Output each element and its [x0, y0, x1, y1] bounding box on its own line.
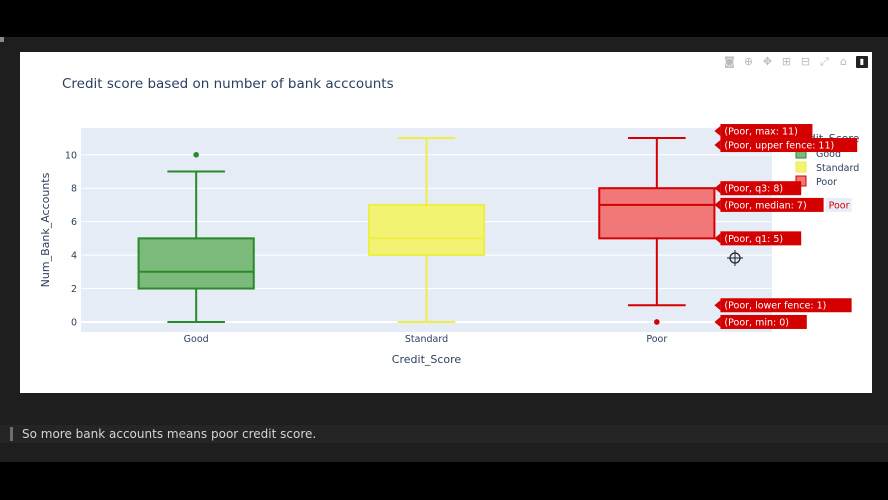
- y-tick-label: 10: [65, 150, 77, 161]
- hover-label: (Poor, min: 0): [724, 317, 789, 328]
- markdown-cell-indicator: [10, 427, 13, 441]
- footer-band: [0, 443, 888, 462]
- pan-icon[interactable]: ✥: [762, 55, 773, 68]
- box-poor: [598, 187, 716, 240]
- hover-label-box: [720, 181, 802, 196]
- y-tick-label: 0: [71, 317, 77, 328]
- hover-trace-name-box: [825, 197, 852, 212]
- zoom-out-icon[interactable]: ⊟: [800, 55, 811, 68]
- x-tick-label: Poor: [646, 334, 667, 345]
- hover-label-box: [720, 197, 824, 212]
- legend-label: Good: [816, 149, 841, 160]
- hover-pointer: [714, 300, 721, 311]
- x-axis-label: Credit_Score: [392, 353, 462, 366]
- y-tick-label: 2: [71, 284, 77, 295]
- hover-pointer: [714, 183, 721, 194]
- hover-label-box: [720, 298, 852, 313]
- y-tick-label: 6: [71, 217, 77, 228]
- top-bar: [0, 0, 888, 37]
- plot-modebar: ◙ ⊕ ✥ ⊞ ⊟ ⤢ ⌂ ▮: [723, 55, 868, 68]
- hover-label-box: [720, 314, 807, 329]
- autoscale-icon[interactable]: ⤢: [820, 55, 829, 68]
- camera-icon[interactable]: ◙: [724, 55, 735, 68]
- hover-label: (Poor, upper fence: 11): [724, 141, 834, 152]
- legend-swatch-standard: [795, 161, 807, 173]
- plot-panel[interactable]: Credit score based on number of bank acc…: [20, 52, 872, 393]
- markdown-text: So more bank accounts means poor credit …: [22, 427, 317, 441]
- outlier-point: [654, 319, 660, 325]
- box-plot[interactable]: 0 2 4 6 8 10 Good Standard Poor Credit_Score Num_B…: [20, 52, 872, 393]
- y-axis-label: Num_Bank_Accounts: [39, 172, 52, 287]
- x-tick-label: Standard: [405, 334, 448, 345]
- hover-label: (Poor, q3: 8): [724, 184, 783, 195]
- hover-pointer: [714, 233, 721, 244]
- markdown-cell: [0, 425, 888, 443]
- legend-label: Standard: [816, 163, 859, 174]
- y-tick-label: 8: [71, 184, 77, 195]
- hover-label-box: [720, 231, 802, 246]
- zoom-icon[interactable]: ⊕: [743, 55, 754, 68]
- plotly-logo-icon[interactable]: ▮: [856, 55, 868, 68]
- box-standard: [367, 203, 486, 257]
- home-icon[interactable]: ⌂: [840, 55, 847, 68]
- hover-label: (Poor, median: 7): [724, 200, 806, 211]
- hover-pointer: [714, 126, 721, 137]
- hover-label: (Poor, q1: 5): [724, 234, 783, 245]
- hover-label-box: [720, 124, 813, 139]
- hover-label-box: [720, 138, 858, 153]
- box-good: [137, 237, 255, 290]
- hover-trace-name: Poor: [829, 200, 850, 211]
- hover-pointer: [714, 199, 721, 210]
- x-tick-label: Good: [184, 334, 209, 345]
- cell-corner-marker: [0, 37, 4, 42]
- outlier-point: [193, 151, 199, 158]
- chart-title: Credit score based on number of bank acc…: [62, 76, 394, 92]
- y-tick-label: 4: [71, 251, 77, 262]
- hover-pointer: [714, 316, 721, 327]
- legend-label: Poor: [816, 177, 837, 188]
- zoom-in-icon[interactable]: ⊞: [781, 55, 792, 68]
- hover-label: (Poor, lower fence: 1): [724, 301, 826, 312]
- hover-pointer: [714, 140, 721, 151]
- hover-label: (Poor, max: 11): [724, 127, 797, 138]
